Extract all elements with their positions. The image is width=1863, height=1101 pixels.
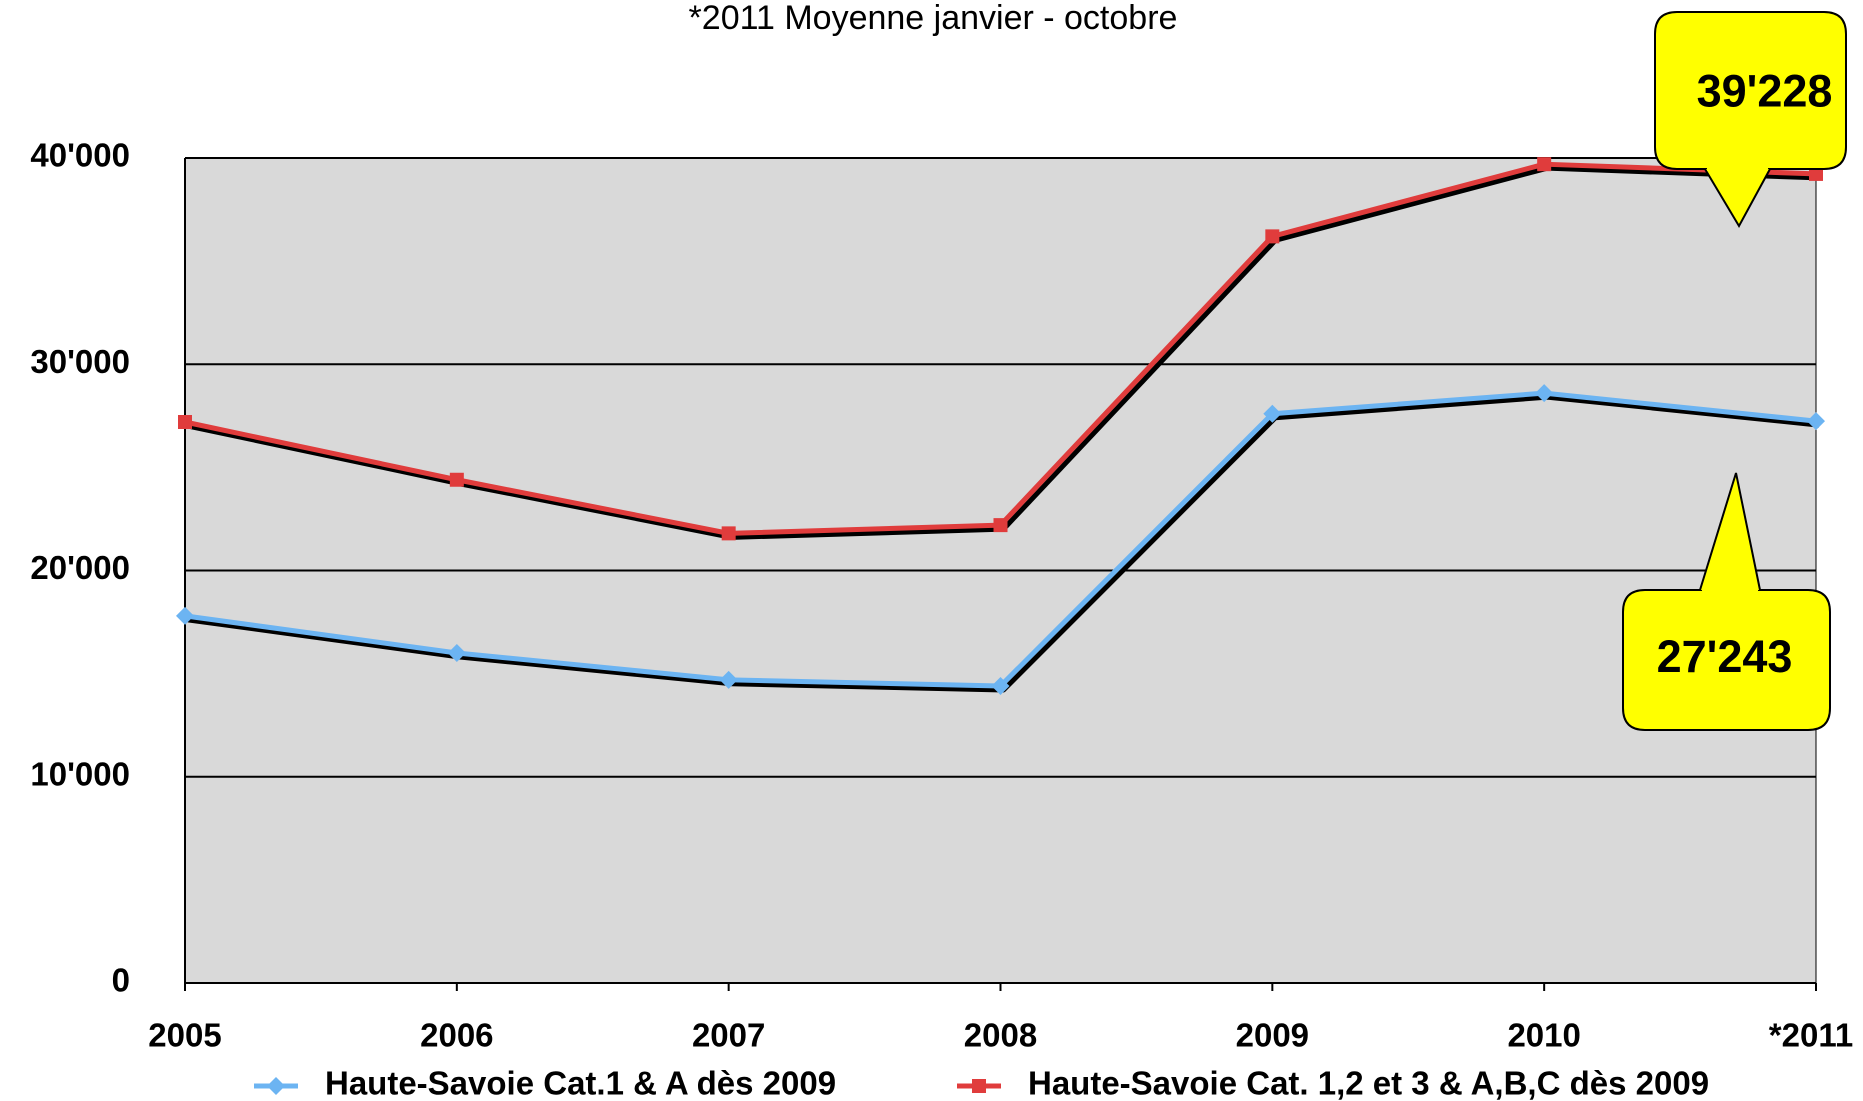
legend-label: Haute-Savoie Cat. 1,2 et 3 & A,B,C dès 2… [1028, 1065, 1709, 1101]
point [449, 472, 464, 487]
x-tick-label: 2010 [1507, 1017, 1580, 1054]
point [1537, 157, 1552, 172]
callout-label: 39'228 [1697, 65, 1833, 116]
x-tick-label: 2005 [148, 1017, 221, 1054]
point [1265, 229, 1280, 244]
legend-marker [972, 1079, 986, 1093]
x-tick-label: 2006 [420, 1017, 493, 1054]
point [719, 670, 738, 689]
legend-marker [267, 1077, 285, 1095]
y-tick-label: 0 [112, 962, 130, 999]
callout-shape [1622, 589, 1831, 731]
x-tick-label: 2007 [692, 1017, 765, 1054]
point [993, 518, 1008, 533]
point [1263, 404, 1282, 423]
x-tick-label: 2008 [964, 1017, 1037, 1054]
point [178, 415, 192, 429]
point [1809, 166, 1823, 181]
point [1807, 412, 1825, 431]
callout: 39'228 [1654, 11, 1847, 229]
y-tick-label: 30'000 [30, 343, 130, 380]
legend-label: Haute-Savoie Cat.1 & A dès 2009 [325, 1065, 836, 1101]
y-tick-label: 20'000 [30, 549, 130, 586]
point [447, 644, 466, 662]
point [1535, 384, 1554, 403]
y-tick-label: 40'000 [30, 137, 130, 174]
callout-label: 27'243 [1657, 631, 1793, 682]
callout: 27'243 [1622, 472, 1831, 731]
callout-shape [1654, 11, 1847, 170]
callout-pointer [1699, 472, 1761, 591]
callout-pointer [1704, 168, 1771, 229]
chart-title: *2011 Moyenne janvier - octobre [689, 0, 1178, 37]
point [991, 677, 1010, 695]
point [721, 526, 736, 541]
point [176, 606, 194, 625]
y-tick-label: 10'000 [30, 755, 130, 792]
x-tick-label: *2011 [1769, 1017, 1853, 1054]
x-tick-label: 2009 [1236, 1017, 1309, 1054]
